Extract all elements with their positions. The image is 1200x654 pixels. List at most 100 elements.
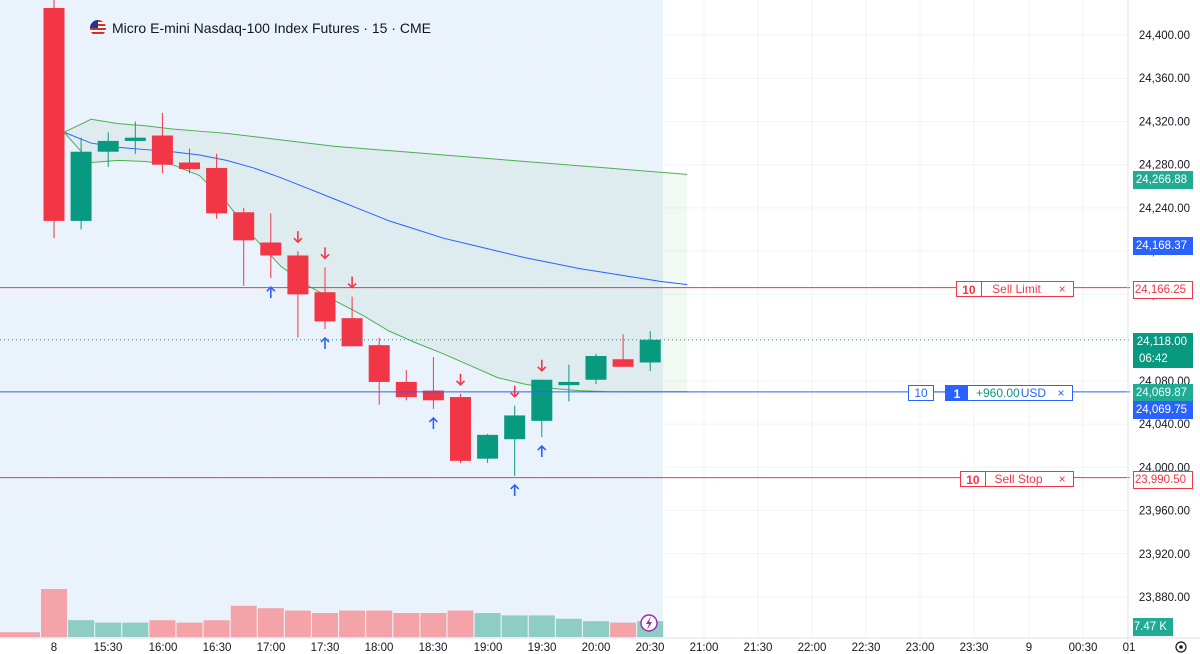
price-level-lines[interactable] [0,287,1130,479]
arrow-head [510,483,520,490]
position-close-icon[interactable]: × [1057,386,1065,400]
settings-icon-dot [1179,645,1183,649]
time-axis[interactable]: 8 15:30 16:00 16:30 17:00 17:30 18:00 18:30 19:0… [0,614,1200,654]
sell-limit-qty[interactable]: 10 [957,282,982,297]
arrow-head [510,392,520,398]
sell-stop-label[interactable]: Sell Stop [994,472,1043,486]
volume-bar [366,610,393,637]
candle-body[interactable] [206,167,228,214]
candle-body[interactable] [124,137,146,141]
lightning-icon[interactable] [640,614,658,632]
sell-limit-close-icon[interactable]: × [1058,282,1066,296]
volume-bar [339,610,366,637]
current-price-label: 24,118.00 [1133,333,1193,351]
volume-bar [122,622,149,637]
volume-bar [0,632,40,637]
arrow-head [320,336,330,343]
y-tick-label: 23,920.00 [1139,549,1190,561]
sell-stop-qty[interactable]: 10 [961,472,986,487]
sell-signal-arrow-icon [320,247,330,260]
chart-title: Micro E-mini Nasdaq-100 Index Futures · … [90,20,431,36]
y-tick-label: 24,360.00 [1139,73,1190,85]
x-tick-label: 18:30 [419,642,448,654]
x-tick-label: 22:00 [798,642,827,654]
volume-bar [149,620,176,637]
settings-icon-ring [1175,641,1187,653]
x-tick-label: 23:30 [960,642,989,654]
sell-stop-order[interactable]: 10 Sell Stop × [960,471,1074,487]
candle-body[interactable] [450,397,471,461]
arrow-head [293,237,303,244]
volume-bar [555,618,582,637]
candle-body[interactable] [97,140,119,152]
candle-body[interactable] [422,390,444,401]
x-tick-label: 8 [51,642,57,654]
x-tick-label: 16:00 [149,642,178,654]
candle-body[interactable] [585,355,607,380]
x-tick-label: 20:30 [636,642,665,654]
position-pnl[interactable]: 1 +960.00 USD × [945,385,1073,401]
position-qty-tag[interactable]: 10 [908,385,934,401]
candle-body[interactable] [260,242,282,256]
sell-signal-arrow-icon [537,359,547,372]
x-tick-label: 22:30 [852,642,881,654]
candle-body[interactable] [368,345,390,382]
x-tick-label: 17:30 [311,642,340,654]
volume-bar [610,622,637,637]
candle-body[interactable] [179,162,200,170]
x-tick-label: 21:00 [690,642,719,654]
upper-band-line [63,118,688,175]
candle-body[interactable] [612,359,634,367]
candle-body[interactable] [477,434,499,459]
x-tick-label: 01 [1123,642,1136,654]
volume-bar [393,613,420,637]
volume-bar [284,610,311,637]
candle-body[interactable] [639,339,661,363]
candle-body[interactable] [151,135,173,165]
position-currency: USD [1020,386,1047,400]
x-tick-label: 18:00 [365,642,394,654]
x-tick-label: 23:00 [906,642,935,654]
volume-bar [583,621,609,637]
volume-bar [420,613,447,637]
x-tick-label: 00:30 [1069,642,1098,654]
volume-bar [501,615,528,637]
volume-bar [41,589,67,637]
x-tick-label: 21:30 [744,642,773,654]
buy-signal-arrow-icon [510,483,520,496]
volume-bar [312,613,338,637]
sell-limit-price-label: 24,166.25 [1133,281,1193,299]
price-axis[interactable]: 24,400.0024,360.0024,320.0024,280.0024,2… [1127,0,1190,654]
sell-stop-close-icon[interactable]: × [1058,472,1066,486]
volume-bar [230,605,257,637]
candle-body[interactable] [395,381,417,398]
candle-body[interactable] [558,381,580,386]
buy-signal-arrow-icon [537,444,547,458]
volume-bar [176,622,203,637]
y-tick-label: 24,040.00 [1139,419,1190,431]
sell-stop-price-label: 23,990.50 [1133,471,1193,489]
sell-limit-order[interactable]: 10 Sell Limit × [956,281,1074,297]
candle-body[interactable] [341,318,363,347]
volume-bar [68,620,95,637]
settings-icon[interactable] [1175,641,1187,653]
candlesticks[interactable] [43,0,661,476]
candle-body[interactable] [43,7,65,221]
volume-bars [0,589,664,637]
arrow-head [537,366,547,372]
volume-bar [474,613,501,637]
candle-body[interactable] [287,255,309,295]
candle-body[interactable] [314,292,336,322]
sell-limit-label[interactable]: Sell Limit [992,282,1041,296]
arrow-head [455,380,466,386]
arrow-head [320,253,330,260]
candle-body[interactable] [70,151,92,221]
position-pnl-value: +960.00 [976,386,1020,400]
x-tick-label: 20:00 [582,642,611,654]
candle-body[interactable] [233,212,255,241]
sell-signal-arrow-icon [510,385,520,398]
candle-body[interactable] [504,415,526,440]
symbol-title: Micro E-mini Nasdaq-100 Index Futures · … [112,20,431,36]
candle-body[interactable] [531,379,553,421]
